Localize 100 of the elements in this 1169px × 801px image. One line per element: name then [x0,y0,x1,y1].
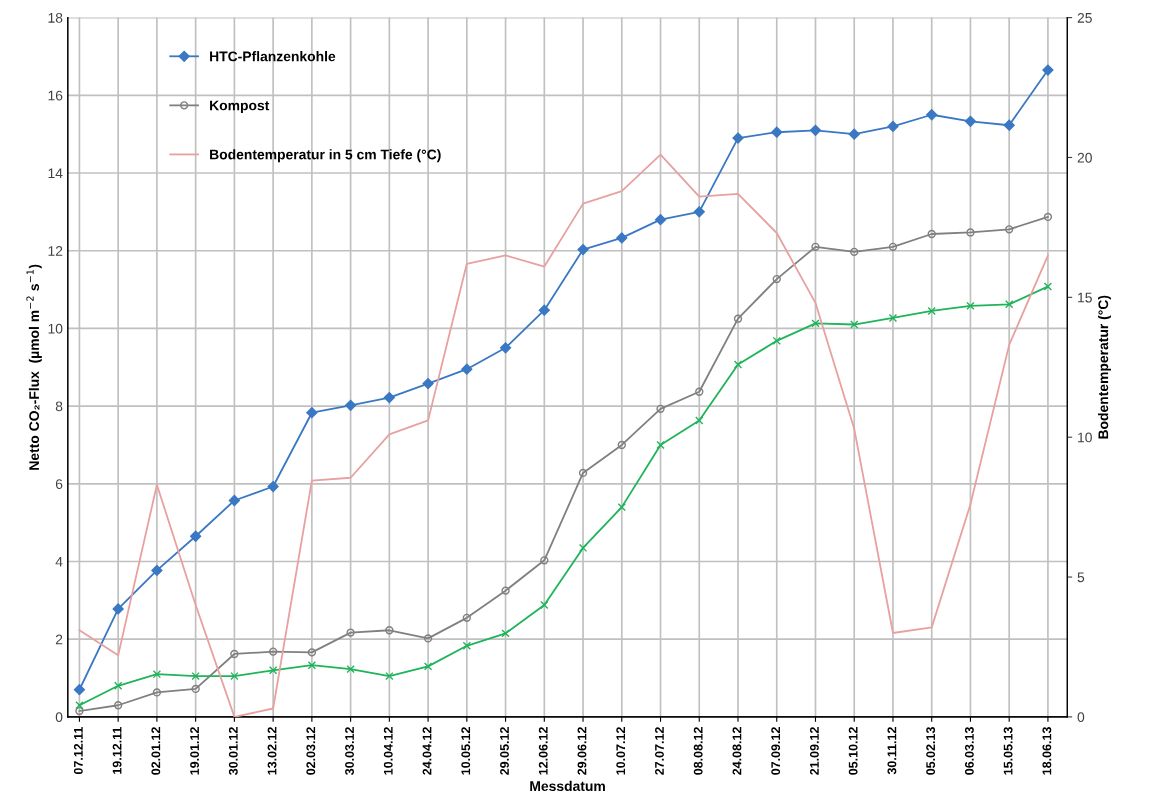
y-tick-label: 12 [48,246,63,256]
point [966,301,975,311]
point [344,399,357,411]
point [693,206,705,218]
x-tick-label: 19.01.12 [190,727,199,775]
point [462,613,471,622]
point [230,671,239,681]
point [771,126,783,138]
point [850,320,859,329]
point [1043,212,1053,222]
y-tick-label: 14 [48,168,63,179]
point [848,128,860,140]
legend-label: Bodentemperatur in 5 cm Tiefe (°C) [210,149,441,163]
point [385,671,394,681]
point [73,684,86,696]
x-tick-label: 02.03.12 [306,727,316,775]
x-tick-label: 29.06.12 [577,727,587,775]
point [1005,225,1014,234]
y-tick-label: 2 [55,634,63,645]
point [385,626,394,635]
point [1003,119,1015,131]
point [152,688,162,697]
x-tick-label: 02.01.12 [151,727,161,775]
point [809,124,822,136]
point [887,120,899,133]
x-tick-label: 08.08.12 [693,727,703,775]
point [772,336,781,346]
point [112,603,124,615]
y-tick-label: 16 [48,90,63,101]
point [617,440,626,450]
point [772,274,781,284]
x-tick-label: 24.08.12 [732,727,742,775]
point [191,671,200,681]
point [461,363,473,375]
point [190,530,202,542]
x-tick-label: 24.04.12 [422,727,432,775]
point [695,416,704,425]
point [617,502,626,512]
point [228,494,240,507]
point [811,242,820,251]
point [733,360,743,369]
point [964,115,977,127]
point [926,109,938,121]
x-tick-label: 07.09.12 [771,727,781,775]
x-tick-label: 27.07.12 [655,727,664,775]
legend-label: HTC-Pflanzenkohle [210,51,336,62]
x-tick-label: 06.03.13 [964,727,974,775]
point [383,391,395,404]
x-tick-label: 10.07.12 [616,727,626,775]
point [423,634,433,643]
point [501,629,510,638]
x-tick-label: 10.04.12 [383,727,393,775]
point [1042,64,1054,76]
point [152,669,162,679]
point [540,556,549,565]
x-tick-label: 29.05.12 [500,727,509,775]
x-tick-label: 15.05.13 [1003,727,1013,775]
point [811,319,820,328]
y-axis-title: Netto CO₂-Flux (µmol m$^{−2}$ s$^{−1}$) [26,264,42,470]
point [307,648,317,657]
point [888,242,898,251]
point [499,342,512,354]
y2-axis-title: Bodentemperatur (°C) [1098,295,1111,439]
y-tick-label: 18 [48,12,63,23]
point [733,314,743,323]
point [656,404,665,413]
x-tick-label: 12.06.12 [538,727,548,775]
x-tick-label: 13.02.12 [267,727,277,775]
x-tick-label: 07.12.11 [73,726,83,775]
point [1005,300,1014,309]
point [462,641,471,650]
point [113,681,123,690]
y-tick-label: 4 [55,556,63,567]
y2-tick-label: 5 [1077,572,1085,583]
point [616,232,628,244]
x-tick-label: 30.03.12 [345,727,354,775]
y2-tick-label: 20 [1077,152,1092,163]
point [654,214,667,226]
y2-tick-label: 15 [1078,292,1092,303]
point [346,664,355,674]
point [423,662,433,671]
point [966,228,975,237]
x-tick-label: 10.05.12 [461,727,471,775]
point [540,600,549,610]
x-tick-label: 05.02.13 [926,727,936,775]
point [1043,282,1053,291]
point [501,586,510,595]
point [927,229,936,239]
point [927,306,936,316]
point [307,661,317,670]
point [151,564,163,577]
point [578,468,588,478]
point [346,628,355,637]
point [888,313,898,323]
x-tick-label: 30.11.12 [887,727,897,775]
y-tick-label: 6 [55,479,63,489]
y2-tick-label: 25 [1077,12,1092,23]
point [422,377,434,390]
point [267,480,279,493]
x-tick-label: 19.12.11 [112,726,122,774]
